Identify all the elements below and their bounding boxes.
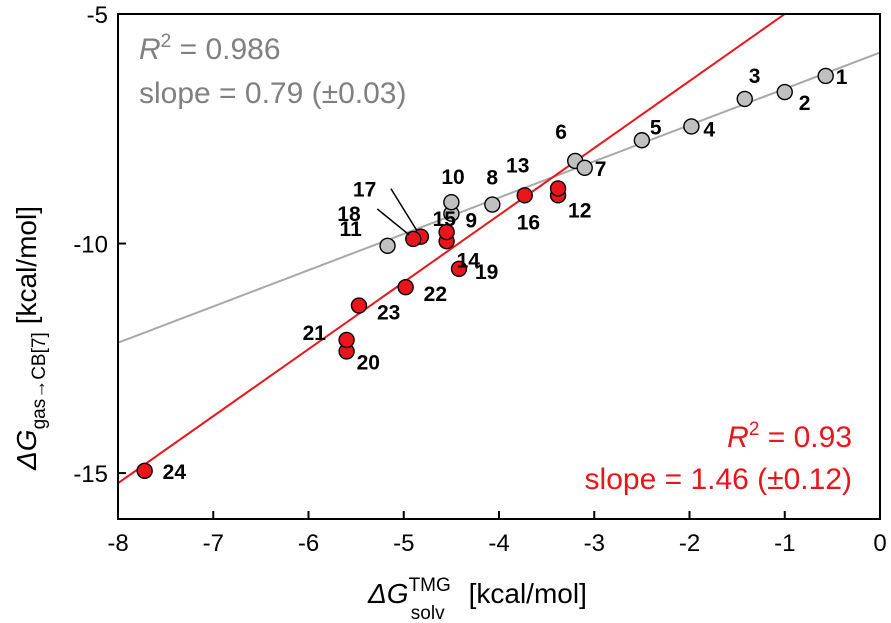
gray-r2-sup: 2 bbox=[161, 31, 172, 52]
x-axis-sub: solv bbox=[411, 603, 445, 623]
y-tick-label: -10 bbox=[73, 232, 108, 259]
red-point-23 bbox=[350, 297, 368, 314]
red-r2-label: R bbox=[727, 421, 749, 454]
red-r2-sup: 2 bbox=[749, 419, 760, 440]
red-point-13 bbox=[549, 180, 567, 197]
x-tick-label: -2 bbox=[679, 530, 700, 557]
gray-slope-annotation: slope = 0.79 (±0.03) bbox=[139, 77, 406, 110]
red-point-21 bbox=[338, 331, 355, 349]
gray-r2-annotation: R2 = 0.986 bbox=[139, 31, 281, 66]
point-label-9: 9 bbox=[465, 210, 477, 233]
gray-point-11 bbox=[379, 237, 396, 255]
x-tick-label: -5 bbox=[393, 530, 414, 557]
red-point-15 bbox=[438, 223, 455, 241]
red-point-22 bbox=[397, 278, 414, 296]
point-label-14: 14 bbox=[457, 249, 481, 272]
point-label-4: 4 bbox=[703, 118, 715, 141]
red-point-19 bbox=[450, 260, 468, 277]
point-label-18: 18 bbox=[337, 203, 361, 226]
y-tick-label: -15 bbox=[73, 461, 108, 488]
gray-point-5 bbox=[633, 132, 651, 149]
red-r2-value: = 0.93 bbox=[759, 421, 852, 454]
y-axis-units: [kcal/mol] bbox=[11, 206, 42, 324]
point-label-23: 23 bbox=[377, 302, 400, 325]
y-axis-prefix: ΔG bbox=[11, 429, 42, 471]
point-label-15: 15 bbox=[433, 208, 457, 231]
y-tick-label: -5 bbox=[87, 2, 108, 29]
gray-point-7 bbox=[576, 159, 593, 176]
gray-r2-label: R bbox=[139, 33, 161, 66]
point-label-1: 1 bbox=[836, 66, 848, 89]
red-point-24 bbox=[136, 462, 153, 479]
point-label-3: 3 bbox=[749, 65, 761, 88]
x-tick-label: -6 bbox=[298, 530, 319, 557]
x-tick-label: -1 bbox=[774, 530, 795, 557]
point-label-19: 19 bbox=[475, 261, 498, 284]
point-label-2: 2 bbox=[799, 92, 811, 115]
point-label-8: 8 bbox=[486, 167, 498, 190]
point-label-7: 7 bbox=[595, 158, 607, 181]
leader-line-18 bbox=[376, 208, 410, 236]
x-tick-label: -3 bbox=[584, 530, 605, 557]
point-label-12: 12 bbox=[568, 199, 591, 222]
gray-fit-line bbox=[118, 51, 880, 344]
point-label-24: 24 bbox=[163, 461, 187, 484]
x-tick-label: 0 bbox=[873, 530, 886, 557]
red-r2-annotation: R2 = 0.93 bbox=[727, 419, 852, 454]
leader-line-17 bbox=[390, 188, 418, 232]
point-label-10: 10 bbox=[441, 166, 464, 189]
y-axis-sub: gas→CB[7] bbox=[29, 332, 50, 429]
gray-point-10 bbox=[443, 194, 460, 211]
gray-r2-value: = 0.986 bbox=[171, 33, 280, 66]
gray-point-1 bbox=[817, 67, 834, 85]
x-tick-label: -4 bbox=[488, 530, 509, 557]
x-axis-sup: TMG bbox=[409, 575, 451, 596]
point-label-17: 17 bbox=[353, 179, 376, 202]
point-label-21: 21 bbox=[303, 322, 327, 345]
gray-point-8 bbox=[484, 196, 501, 213]
x-tick-label: -8 bbox=[107, 530, 128, 557]
point-label-6: 6 bbox=[555, 121, 567, 144]
x-axis-prefix: ΔG bbox=[367, 578, 409, 609]
x-axis-title: ΔGTMG solv [kcal/mol] bbox=[367, 575, 587, 623]
red-slope-annotation: slope = 1.46 (±0.12) bbox=[585, 463, 852, 496]
x-tick-label: -7 bbox=[203, 530, 224, 557]
red-fit-line bbox=[118, 14, 787, 485]
point-label-13: 13 bbox=[506, 154, 529, 177]
red-point-16 bbox=[516, 187, 533, 204]
gray-point-2 bbox=[776, 83, 793, 101]
point-label-5: 5 bbox=[650, 116, 662, 139]
point-label-11: 11 bbox=[340, 218, 363, 241]
gray-point-3 bbox=[736, 90, 753, 108]
y-axis-title: ΔGgas→CB[7] [kcal/mol] bbox=[11, 206, 50, 471]
x-axis-units: [kcal/mol] bbox=[469, 578, 587, 609]
point-label-16: 16 bbox=[517, 211, 540, 234]
point-label-20: 20 bbox=[357, 351, 380, 374]
red-point-18 bbox=[405, 230, 422, 248]
gray-point-4 bbox=[683, 118, 700, 135]
point-label-22: 22 bbox=[424, 283, 447, 306]
